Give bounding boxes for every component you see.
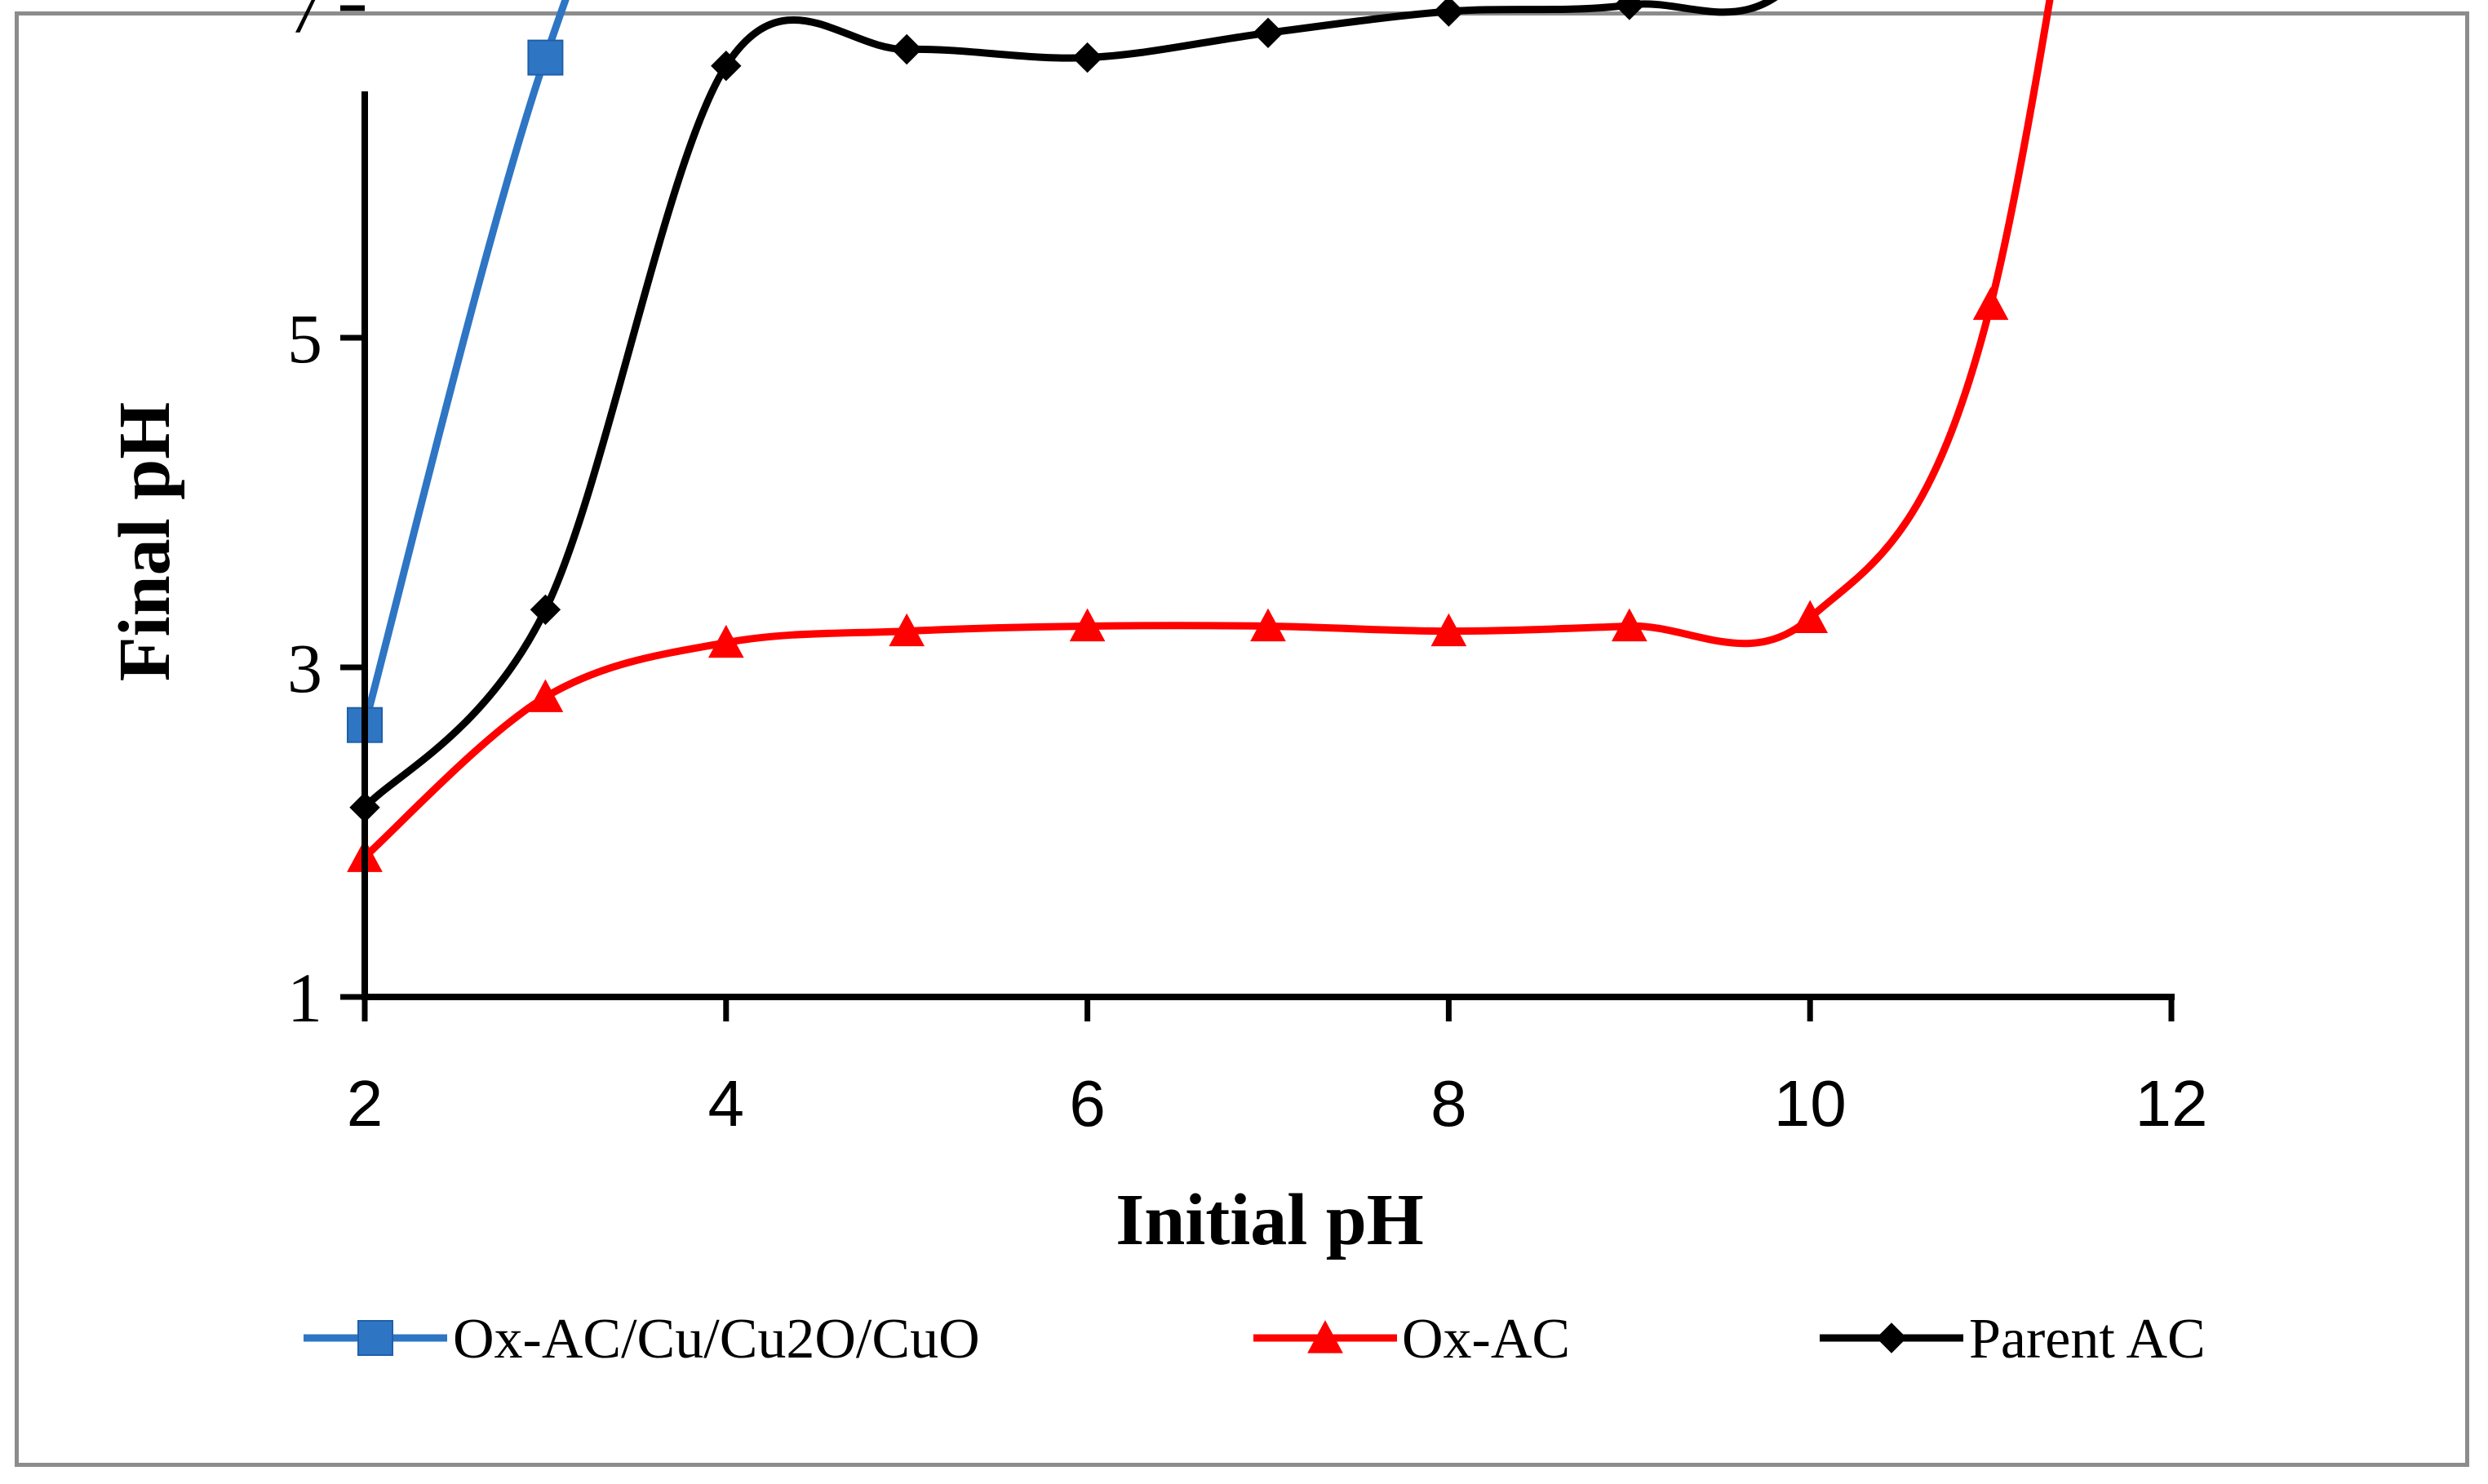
chart-frame	[15, 11, 2469, 1467]
data-point	[1069, 608, 1106, 642]
data-point	[1253, 17, 1284, 49]
series-layer	[347, 0, 2054, 872]
legend-item-2: Parent AC	[1820, 1308, 2206, 1371]
y-tick-label: 1	[287, 959, 322, 1037]
y-tick-label: 7	[287, 0, 322, 48]
legend: Ox-AC/Cu/Cu2O/CuO Ox-AC Parent AC	[304, 1308, 2206, 1371]
data-point	[1614, 0, 1645, 20]
x-axis-title: Initial pH	[1115, 1180, 1424, 1260]
y-tick-label: 5	[287, 299, 322, 378]
data-point	[527, 39, 564, 76]
x-tick-label: 8	[1430, 1067, 1467, 1140]
y-axis-title: Final pH	[104, 402, 185, 682]
legend-marker	[1307, 1320, 1343, 1353]
data-point	[1792, 600, 1829, 633]
data-point	[707, 624, 744, 658]
x-tick-label: 2	[347, 1067, 384, 1140]
x-tick-label: 4	[708, 1067, 745, 1140]
x-tick-label: 10	[1774, 1067, 1847, 1140]
legend-marker	[1876, 1322, 1907, 1353]
legend-item-1: Ox-AC	[1253, 1308, 1570, 1371]
data-point	[891, 33, 922, 65]
data-point	[1972, 286, 2009, 321]
data-point	[1071, 42, 1103, 73]
legend-label: Ox-AC/Cu/Cu2O/CuO	[453, 1308, 980, 1371]
data-point	[1250, 608, 1286, 642]
axes-layer	[340, 5, 2175, 1021]
legend-label: Ox-AC	[1402, 1308, 1570, 1371]
data-point	[1611, 608, 1648, 642]
data-point	[527, 679, 564, 712]
series-line	[361, 0, 1778, 812]
series-2	[349, 0, 1778, 823]
series-line	[361, 0, 2054, 861]
tick-label-layer: 135791124681012	[287, 0, 2208, 1140]
x-tick-label: 12	[2135, 1067, 2208, 1140]
data-point	[1430, 613, 1467, 647]
series-1	[347, 0, 2054, 872]
data-point	[530, 594, 561, 625]
data-point	[1433, 0, 1465, 27]
data-point	[889, 613, 925, 647]
legend-label: Parent AC	[1969, 1308, 2206, 1371]
data-point	[711, 51, 742, 82]
y-tick-label: 3	[287, 629, 322, 707]
legend-marker	[357, 1320, 393, 1356]
legend-item-0: Ox-AC/Cu/Cu2O/CuO	[304, 1308, 980, 1371]
x-tick-label: 6	[1069, 1067, 1106, 1140]
